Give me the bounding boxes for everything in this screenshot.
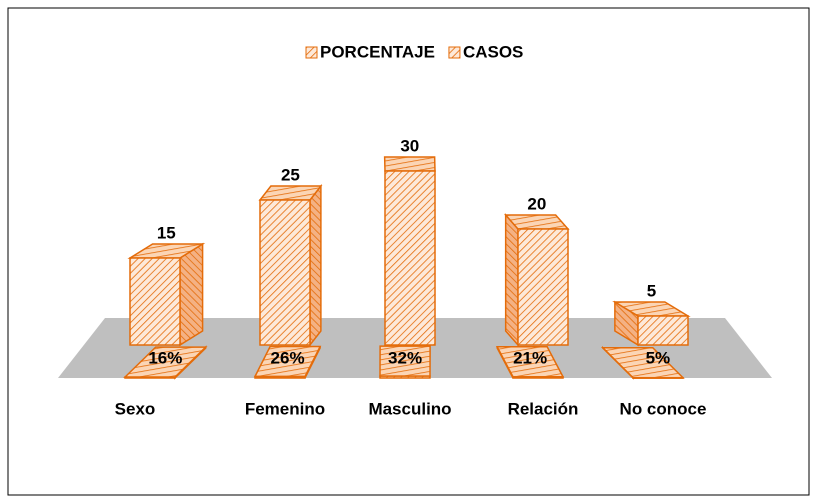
bar (123, 345, 208, 380)
bar (495, 346, 565, 379)
bar-front (517, 228, 569, 346)
value-label: 30 (400, 136, 419, 155)
legend-label: PORCENTAJE (320, 42, 435, 61)
value-label: 16% (148, 348, 182, 367)
bar-front (632, 376, 684, 379)
x-tick-label: Femenino (245, 399, 325, 418)
legend-swatch (305, 46, 318, 59)
bar-side (504, 213, 519, 347)
bar (504, 213, 570, 347)
value-label: 21% (513, 348, 547, 367)
bar-side (309, 183, 322, 348)
value-label: 5% (646, 348, 671, 367)
value-label: 5 (647, 281, 656, 300)
legend-label: CASOS (463, 42, 523, 61)
bar-top (258, 185, 323, 201)
value-label: 20 (527, 194, 546, 213)
bar-front (259, 199, 311, 346)
value-label: 15 (157, 223, 176, 242)
bar (379, 345, 431, 379)
value-label: 26% (271, 348, 305, 367)
x-tick-label: Sexo (115, 399, 156, 418)
bar-front (124, 376, 176, 379)
legend-swatch (448, 46, 461, 59)
bar (253, 345, 322, 379)
bar (383, 156, 436, 346)
bar-front (129, 257, 181, 346)
bar-front (254, 375, 306, 379)
bar-front (379, 375, 431, 379)
bar (127, 242, 206, 347)
x-tick-label: Masculino (368, 399, 451, 418)
x-tick-label: No conoce (620, 399, 707, 418)
bar-top (383, 156, 436, 172)
value-label: 32% (388, 348, 422, 367)
x-tick-label: Relación (508, 399, 579, 418)
bar (258, 183, 323, 348)
bar (600, 345, 685, 380)
bar-front (637, 315, 689, 346)
value-label: 25 (281, 165, 300, 184)
bar (612, 300, 691, 347)
bar-front (384, 170, 436, 346)
bar-side (179, 242, 204, 347)
bar-front (512, 376, 564, 379)
